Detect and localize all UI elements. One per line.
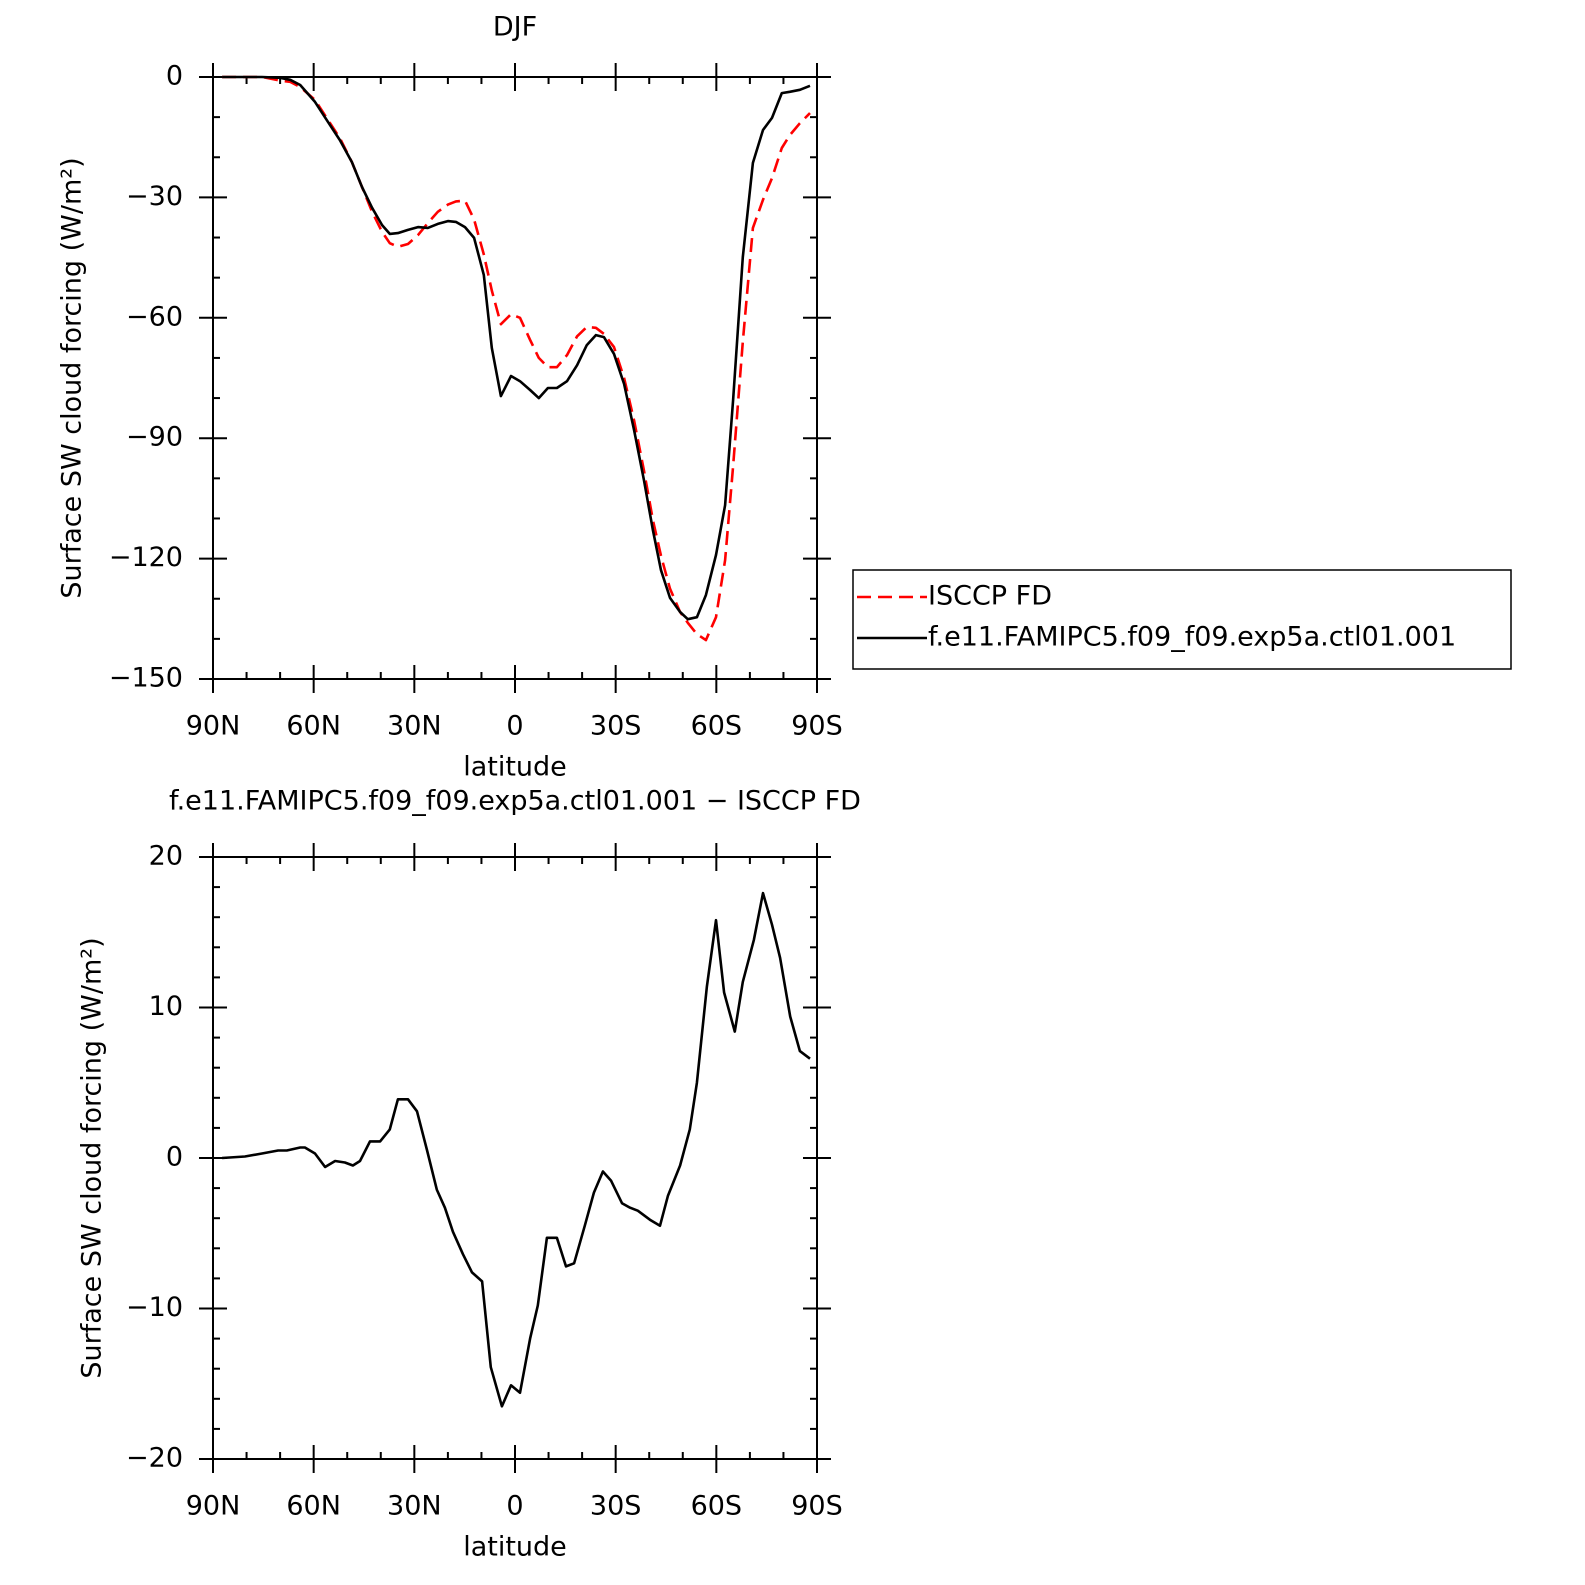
y-tick-label: −20 — [126, 1443, 183, 1474]
y-tick-label: 0 — [166, 1142, 183, 1173]
x-tick-label: 60N — [286, 1491, 341, 1522]
x-tick-label: 90S — [791, 1491, 843, 1522]
data-line — [222, 891, 811, 1408]
y-tick-label: 0 — [166, 61, 183, 92]
x-tick-label: 90N — [186, 1491, 241, 1522]
y-axis-label: Surface SW cloud forcing (W/m²) — [57, 157, 88, 598]
plot-frame — [212, 856, 818, 1460]
y-tick-label: −60 — [126, 301, 183, 332]
x-tick-label: 60N — [286, 711, 341, 742]
x-tick-label: 30S — [590, 711, 642, 742]
x-tick-label: 90N — [186, 711, 241, 742]
y-tick-label: −150 — [109, 663, 183, 694]
y-tick-label: −10 — [126, 1292, 183, 1323]
legend-label: f.e11.FAMIPC5.f09_f09.exp5a.ctl01.001 — [928, 622, 1456, 653]
y-tick-label: −120 — [109, 542, 183, 573]
x-tick-label: 30N — [387, 1491, 442, 1522]
y-tick-label: −90 — [126, 422, 183, 453]
x-tick-label: 30N — [387, 711, 442, 742]
y-axis-label: Surface SW cloud forcing (W/m²) — [77, 937, 108, 1378]
x-axis-label: latitude — [463, 1532, 567, 1563]
chart-title: DJF — [493, 12, 537, 43]
data-line — [222, 75, 811, 642]
x-axis-label: latitude — [463, 752, 567, 783]
y-tick-label: 20 — [149, 841, 183, 872]
x-tick-label: 0 — [506, 711, 523, 742]
legend-label: ISCCP FD — [928, 581, 1052, 612]
y-tick-label: 10 — [149, 991, 183, 1022]
x-tick-label: 60S — [691, 711, 743, 742]
legend-box — [852, 569, 1512, 670]
y-tick-label: −30 — [126, 181, 183, 212]
x-tick-label: 90S — [791, 711, 843, 742]
x-tick-label: 30S — [590, 1491, 642, 1522]
data-line — [222, 75, 811, 621]
x-tick-label: 0 — [506, 1491, 523, 1522]
x-tick-label: 60S — [691, 1491, 743, 1522]
chart-title: f.e11.FAMIPC5.f09_f09.exp5a.ctl01.001 − … — [169, 786, 861, 817]
